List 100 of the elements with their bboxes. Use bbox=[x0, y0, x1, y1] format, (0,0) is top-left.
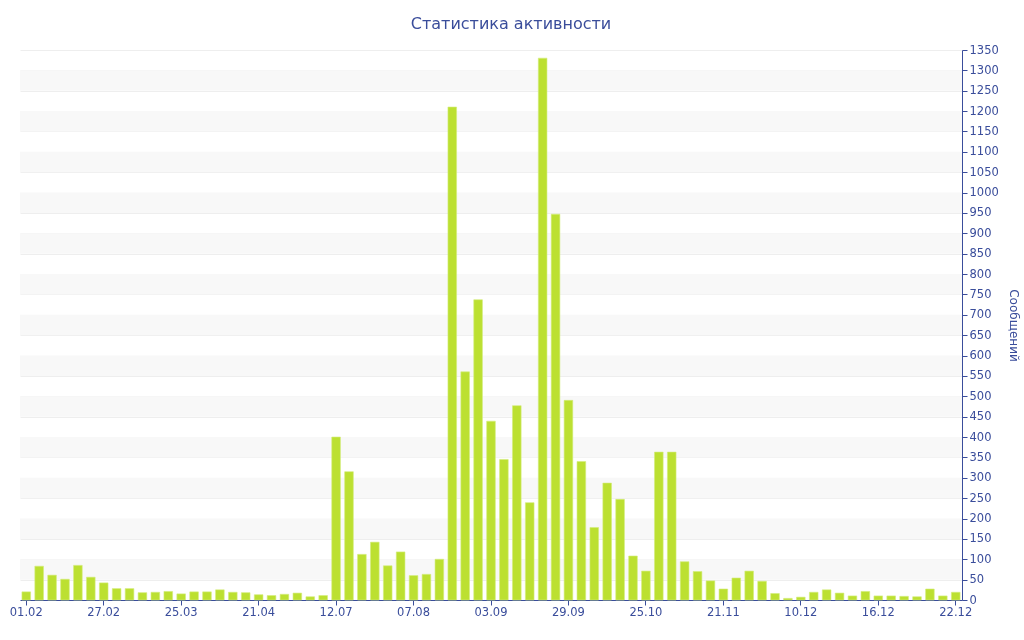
bar bbox=[938, 595, 948, 601]
x-tick-label: 07.08 bbox=[397, 604, 431, 619]
x-tick-label: 03.09 bbox=[474, 604, 508, 619]
y-tick-label: 150 bbox=[969, 531, 992, 546]
y-tick-label: 1100 bbox=[969, 144, 999, 159]
bar bbox=[73, 565, 83, 601]
bar bbox=[822, 589, 832, 601]
bar bbox=[667, 451, 677, 601]
bar bbox=[202, 591, 212, 601]
bar bbox=[847, 595, 858, 601]
y-tick-label: 300 bbox=[969, 470, 992, 485]
bar bbox=[744, 570, 754, 601]
x-tick-label: 25.10 bbox=[629, 604, 663, 619]
x-tick-label: 16.12 bbox=[861, 604, 895, 619]
bar bbox=[344, 471, 354, 601]
bar bbox=[499, 459, 509, 601]
y-tick-label: 200 bbox=[969, 511, 992, 526]
bar bbox=[460, 371, 470, 601]
bar bbox=[809, 591, 819, 601]
x-tick-label: 27.02 bbox=[87, 604, 121, 619]
bar bbox=[292, 592, 302, 601]
bar bbox=[912, 596, 922, 601]
bar bbox=[21, 591, 31, 601]
bar bbox=[150, 591, 160, 601]
y-tick-label: 800 bbox=[969, 266, 992, 281]
bar bbox=[215, 589, 225, 601]
bar bbox=[279, 594, 290, 601]
bar bbox=[473, 299, 483, 601]
y-tick-label: 1300 bbox=[969, 62, 999, 77]
bar bbox=[396, 551, 406, 601]
y-tick-label: 850 bbox=[969, 246, 992, 261]
bar bbox=[305, 596, 315, 601]
bar bbox=[60, 578, 70, 601]
bar bbox=[576, 461, 586, 601]
x-tick-label: 22.12 bbox=[939, 604, 973, 619]
y-tick-label: 1050 bbox=[969, 164, 999, 179]
x-tick-label: 21.11 bbox=[706, 604, 740, 619]
bar bbox=[589, 527, 599, 601]
bar bbox=[757, 580, 767, 601]
bar bbox=[99, 582, 109, 601]
bar bbox=[525, 502, 535, 601]
x-tick-label: 21.04 bbox=[242, 604, 276, 619]
bar bbox=[331, 436, 341, 601]
bar bbox=[770, 593, 780, 601]
x-tick-label: 01.02 bbox=[9, 604, 43, 619]
bar bbox=[925, 588, 935, 601]
bar bbox=[628, 555, 638, 601]
bar bbox=[718, 588, 728, 601]
bar bbox=[641, 570, 651, 601]
y-tick-label: 1150 bbox=[969, 123, 999, 138]
bar bbox=[47, 574, 57, 601]
y-tick-label: 250 bbox=[969, 490, 992, 505]
bar bbox=[318, 595, 328, 601]
bar bbox=[602, 482, 612, 601]
y-tick-label: 1350 bbox=[969, 42, 999, 57]
bar bbox=[512, 405, 522, 601]
bar bbox=[241, 592, 251, 601]
bar bbox=[228, 591, 238, 601]
y-tick-label: 0 bbox=[969, 592, 977, 607]
x-tick-label: 10.12 bbox=[784, 604, 818, 619]
y-tick-label: 1250 bbox=[969, 83, 999, 98]
bar bbox=[899, 596, 909, 601]
y-tick-label: 350 bbox=[969, 449, 992, 464]
bar bbox=[137, 592, 148, 601]
x-tick-label: 25.03 bbox=[164, 604, 198, 619]
y-tick-label: 500 bbox=[969, 388, 992, 403]
x-tick-label: 12.07 bbox=[319, 604, 353, 619]
y-tick-label: 950 bbox=[969, 205, 992, 220]
bar bbox=[538, 57, 548, 601]
chart-title: Статистика активности bbox=[410, 14, 612, 33]
bar bbox=[654, 451, 664, 601]
y-tick-label: 900 bbox=[969, 225, 992, 240]
bar bbox=[615, 499, 625, 601]
bar bbox=[434, 558, 444, 601]
y-tick-label: 650 bbox=[969, 327, 992, 342]
y-tick-label: 700 bbox=[969, 307, 992, 322]
bar bbox=[550, 213, 561, 601]
bar bbox=[680, 561, 690, 601]
bar bbox=[796, 596, 806, 601]
y-tick-label: 400 bbox=[969, 429, 992, 444]
y-tick-label: 450 bbox=[969, 409, 992, 424]
bar bbox=[860, 591, 870, 601]
bar bbox=[486, 420, 496, 601]
bar bbox=[124, 588, 135, 601]
bar bbox=[705, 580, 716, 601]
y-tick-label: 1200 bbox=[969, 103, 999, 118]
bar bbox=[873, 595, 883, 601]
bar bbox=[254, 594, 264, 601]
y-axis-title: Сообщений bbox=[1006, 289, 1021, 362]
bar bbox=[408, 575, 419, 601]
y-tick-label: 550 bbox=[969, 368, 992, 383]
y-tick-label: 750 bbox=[969, 286, 992, 301]
bar bbox=[421, 574, 432, 601]
y-tick-label: 50 bbox=[969, 572, 985, 587]
bar bbox=[189, 591, 199, 601]
bar bbox=[86, 576, 96, 601]
bar bbox=[731, 577, 741, 601]
bar bbox=[266, 595, 277, 601]
bar bbox=[563, 400, 574, 601]
x-tick-label: 29.09 bbox=[551, 604, 585, 619]
